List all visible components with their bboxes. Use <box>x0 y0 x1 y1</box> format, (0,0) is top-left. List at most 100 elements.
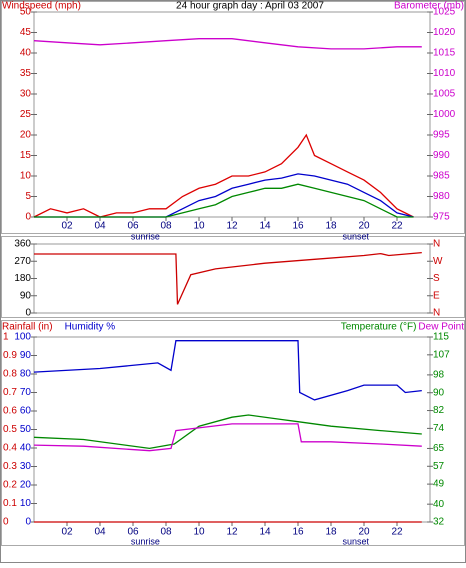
y-tick-label: 57 <box>433 461 445 472</box>
y-tick-label: 10 <box>20 171 32 182</box>
panel-frame <box>1 236 465 318</box>
y-tick-label: N <box>433 308 440 319</box>
axis-label: Rainfall (in) <box>2 322 53 333</box>
y-tick-label: W <box>433 256 443 267</box>
y-tick-label: 45 <box>20 27 32 38</box>
y-tick-label: 0.9 <box>3 350 17 361</box>
y-tick-label: 1000 <box>433 109 456 120</box>
y-tick-label: 0.6 <box>3 406 17 417</box>
y-tick-label: 90 <box>20 350 32 361</box>
annotation: sunset <box>342 536 369 546</box>
y-tick-label: 35 <box>20 68 32 79</box>
y-tick-label: 20 <box>20 480 32 491</box>
y-tick-label: 0 <box>25 308 31 319</box>
x-tick-label: 20 <box>358 221 370 232</box>
x-tick-label: 06 <box>127 221 139 232</box>
y-tick-label: 50 <box>20 7 32 18</box>
y-tick-label: 0 <box>3 517 9 528</box>
y-tick-label: 98 <box>433 370 445 381</box>
y-tick-label: 50 <box>20 424 32 435</box>
x-tick-label: 04 <box>94 221 106 232</box>
y-tick-label: 0.5 <box>3 424 17 435</box>
y-tick-label: 90 <box>20 290 32 301</box>
y-tick-label: 74 <box>433 423 445 434</box>
y-tick-label: 80 <box>20 369 32 380</box>
y-tick-label: 32 <box>433 517 445 528</box>
axis-label: Humidity % <box>65 322 116 333</box>
x-tick-label: 08 <box>160 527 172 538</box>
y-tick-label: 20 <box>20 130 32 141</box>
annotation: sunset <box>342 231 369 241</box>
y-tick-label: 995 <box>433 130 450 141</box>
y-tick-label: 1020 <box>433 27 456 38</box>
series-line <box>34 173 414 218</box>
y-tick-label: 49 <box>433 479 445 490</box>
y-tick-label: 100 <box>14 332 31 343</box>
x-tick-label: 02 <box>61 527 73 538</box>
x-tick-label: 22 <box>391 221 403 232</box>
x-tick-label: 10 <box>193 527 205 538</box>
y-tick-label: 1005 <box>433 89 456 100</box>
x-tick-label: 14 <box>259 221 271 232</box>
plot-area <box>33 11 431 218</box>
x-tick-label: 02 <box>61 221 73 232</box>
y-tick-label: 25 <box>20 109 32 120</box>
y-tick-label: N <box>433 239 440 250</box>
y-tick-label: 990 <box>433 150 450 161</box>
y-tick-label: 980 <box>433 191 450 202</box>
y-tick-label: 360 <box>14 239 31 250</box>
y-tick-label: 90 <box>433 387 445 398</box>
axis-label: Temperature (°F) <box>341 322 417 333</box>
y-tick-label: 0 <box>25 517 31 528</box>
series-line <box>33 414 422 450</box>
y-tick-label: S <box>433 273 440 284</box>
y-tick-label: 10 <box>20 498 32 509</box>
y-tick-label: 0.1 <box>3 498 17 509</box>
panel-frame <box>1 320 465 546</box>
series-line <box>33 38 422 50</box>
y-tick-label: 70 <box>20 387 32 398</box>
x-tick-label: 18 <box>325 221 337 232</box>
y-tick-label: 0 <box>25 212 31 223</box>
y-tick-label: E <box>433 290 440 301</box>
y-tick-label: 1 <box>3 332 9 343</box>
series-line <box>34 183 414 218</box>
y-tick-label: 15 <box>20 150 32 161</box>
x-tick-label: 18 <box>325 527 337 538</box>
y-tick-label: 0.3 <box>3 461 17 472</box>
y-tick-label: 0.2 <box>3 480 17 491</box>
y-tick-label: 985 <box>433 171 450 182</box>
x-tick-label: 12 <box>226 527 238 538</box>
y-tick-label: 1025 <box>433 7 456 18</box>
series-line <box>33 340 422 401</box>
series-line <box>33 423 422 452</box>
y-tick-label: 30 <box>20 461 32 472</box>
x-tick-label: 22 <box>391 527 403 538</box>
annotation: sunrise <box>131 536 160 546</box>
y-tick-label: 30 <box>20 89 32 100</box>
x-tick-label: 16 <box>292 527 304 538</box>
axis-label: Windspeed (mph) <box>2 1 81 12</box>
panel-frame <box>1 1 465 234</box>
axis-label: Barometer (mb) <box>394 1 464 12</box>
x-tick-label: 12 <box>226 221 238 232</box>
y-tick-label: 270 <box>14 256 31 267</box>
y-tick-label: 0.8 <box>3 369 17 380</box>
x-tick-label: 04 <box>94 527 106 538</box>
y-tick-label: 975 <box>433 212 450 223</box>
x-tick-label: 06 <box>127 527 139 538</box>
axis-label: Dew Point <box>418 322 464 333</box>
x-tick-label: 16 <box>292 221 304 232</box>
x-tick-label: 14 <box>259 527 271 538</box>
y-tick-label: 1010 <box>433 68 456 79</box>
y-tick-label: 60 <box>20 406 32 417</box>
y-tick-label: 5 <box>25 191 31 202</box>
annotation: sunrise <box>131 231 160 241</box>
y-tick-label: 1015 <box>433 48 456 59</box>
y-tick-label: 82 <box>433 405 445 416</box>
y-tick-label: 65 <box>433 443 445 454</box>
y-tick-label: 0.4 <box>3 443 17 454</box>
y-tick-label: 40 <box>433 499 445 510</box>
series-line <box>34 251 422 305</box>
